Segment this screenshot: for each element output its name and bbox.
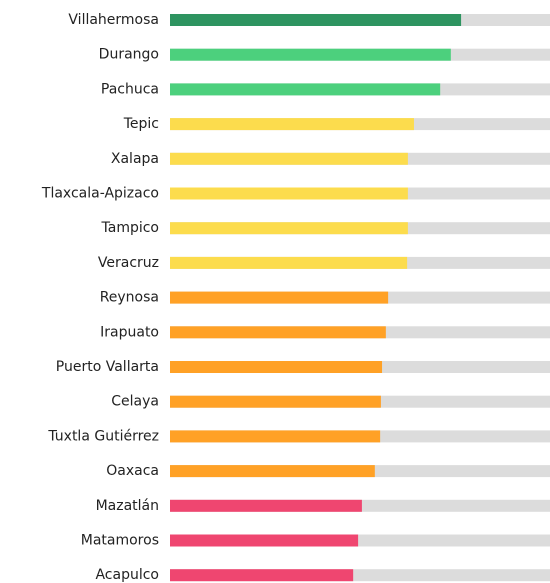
category-label: Durango: [99, 47, 159, 63]
category-label: Pachuca: [101, 81, 159, 97]
bar: [170, 83, 441, 96]
category-label: Reynosa: [100, 290, 159, 306]
category-label: Acapulco: [95, 567, 159, 583]
category-label: Tlaxcala-Apizaco: [41, 186, 159, 202]
category-label: Tuxtla Gutiérrez: [47, 428, 159, 444]
bar: [170, 118, 414, 131]
bar: [170, 326, 386, 339]
category-label: Villahermosa: [68, 12, 159, 28]
category-label: Mazatlán: [96, 498, 159, 514]
bar: [170, 14, 462, 26]
bar: [170, 291, 389, 304]
bar: [170, 569, 354, 582]
bar: [170, 222, 408, 235]
category-label: Celaya: [111, 394, 159, 410]
bar: [170, 465, 375, 478]
category-label: Matamoros: [81, 533, 159, 549]
category-label: Tampico: [101, 220, 160, 236]
bar: [170, 48, 451, 61]
bar: [170, 395, 381, 408]
bar: [170, 256, 408, 269]
category-label: Oaxaca: [106, 463, 159, 479]
bar: [170, 187, 408, 200]
category-label: Irapuato: [100, 324, 159, 340]
category-label: Tepic: [123, 116, 159, 132]
category-label: Xalapa: [111, 151, 159, 167]
bar: [170, 361, 383, 373]
bar: [170, 534, 359, 547]
bar: [170, 499, 362, 512]
bar: [170, 430, 381, 443]
bar: [170, 152, 408, 165]
category-label: Veracruz: [98, 255, 159, 271]
category-label: Puerto Vallarta: [56, 359, 159, 375]
